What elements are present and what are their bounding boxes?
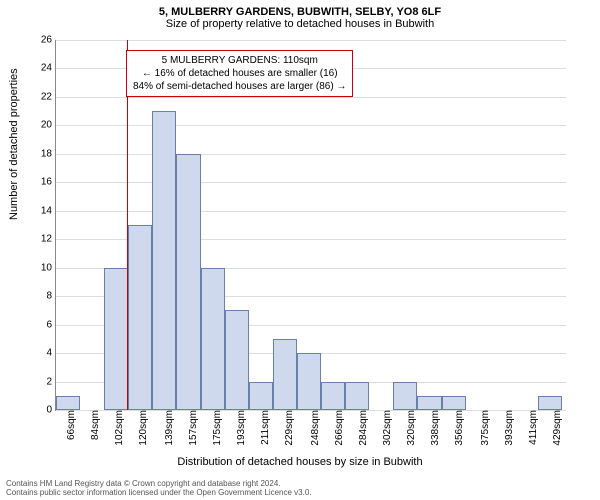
y-tick-label: 2 [46, 376, 56, 387]
x-tick-label: 84sqm [88, 410, 101, 440]
histogram-bar [442, 396, 466, 410]
x-tick-label: 338sqm [428, 410, 441, 446]
histogram-bar [297, 353, 321, 410]
legend-line-1: 5 MULBERRY GARDENS: 110sqm [133, 54, 346, 67]
y-tick-label: 0 [46, 405, 56, 416]
x-tick-label: 157sqm [186, 410, 199, 446]
y-tick-label: 24 [41, 63, 56, 74]
y-tick-label: 10 [41, 262, 56, 273]
x-tick-label: 393sqm [502, 410, 515, 446]
chart-title-sub: Size of property relative to detached ho… [0, 18, 600, 30]
histogram-bar [321, 382, 345, 410]
y-tick-label: 18 [41, 148, 56, 159]
x-tick-label: 284sqm [356, 410, 369, 446]
legend-line-2: ← 16% of detached houses are smaller (16… [133, 67, 346, 80]
y-tick-label: 4 [46, 348, 56, 359]
histogram-bar [273, 339, 297, 410]
y-tick-label: 16 [41, 177, 56, 188]
y-tick-label: 26 [41, 35, 56, 46]
x-tick-label: 211sqm [258, 410, 271, 445]
chart-container: 5, MULBERRY GARDENS, BUBWITH, SELBY, YO8… [0, 0, 600, 500]
footer-line-2: Contains public sector information licen… [6, 488, 312, 498]
histogram-bar [152, 111, 176, 410]
y-tick-label: 22 [41, 91, 56, 102]
footer-line-1: Contains HM Land Registry data © Crown c… [6, 479, 312, 489]
x-tick-label: 229sqm [282, 410, 295, 446]
x-tick-label: 248sqm [308, 410, 321, 446]
histogram-bar [201, 268, 225, 410]
histogram-bar [225, 310, 249, 410]
x-tick-label: 320sqm [404, 410, 417, 446]
x-tick-label: 266sqm [332, 410, 345, 446]
x-tick-label: 139sqm [162, 410, 175, 446]
x-tick-label: 102sqm [112, 410, 125, 446]
x-tick-label: 302sqm [380, 410, 393, 446]
gridline [56, 125, 566, 126]
chart-title-main: 5, MULBERRY GARDENS, BUBWITH, SELBY, YO8… [0, 0, 600, 18]
histogram-bar [56, 396, 80, 410]
histogram-bar [345, 382, 369, 410]
histogram-bar [249, 382, 273, 410]
x-tick-label: 175sqm [210, 410, 223, 446]
x-tick-label: 193sqm [234, 410, 247, 446]
histogram-bar [417, 396, 441, 410]
gridline [56, 182, 566, 183]
gridline [56, 211, 566, 212]
x-tick-label: 429sqm [550, 410, 563, 446]
y-tick-label: 20 [41, 120, 56, 131]
histogram-bar [128, 225, 152, 410]
gridline [56, 97, 566, 98]
y-tick-label: 6 [46, 319, 56, 330]
histogram-bar [176, 154, 200, 410]
y-tick-label: 14 [41, 205, 56, 216]
histogram-bar [538, 396, 562, 410]
histogram-bar [104, 268, 128, 410]
x-tick-label: 66sqm [64, 410, 77, 440]
histogram-bar [393, 382, 417, 410]
x-tick-label: 356sqm [452, 410, 465, 446]
footer-attribution: Contains HM Land Registry data © Crown c… [6, 479, 312, 498]
gridline [56, 154, 566, 155]
y-tick-label: 12 [41, 234, 56, 245]
legend-line-3: 84% of semi-detached houses are larger (… [133, 80, 346, 93]
y-tick-label: 8 [46, 291, 56, 302]
x-tick-label: 120sqm [136, 410, 149, 446]
legend-box: 5 MULBERRY GARDENS: 110sqm← 16% of detac… [126, 50, 353, 97]
plot-area: 0246810121416182022242666sqm84sqm102sqm1… [55, 40, 566, 411]
gridline [56, 40, 566, 41]
x-tick-label: 375sqm [478, 410, 491, 446]
x-axis-label: Distribution of detached houses by size … [0, 456, 600, 468]
y-axis-label: Number of detached properties [8, 68, 20, 220]
x-tick-label: 411sqm [526, 410, 539, 445]
